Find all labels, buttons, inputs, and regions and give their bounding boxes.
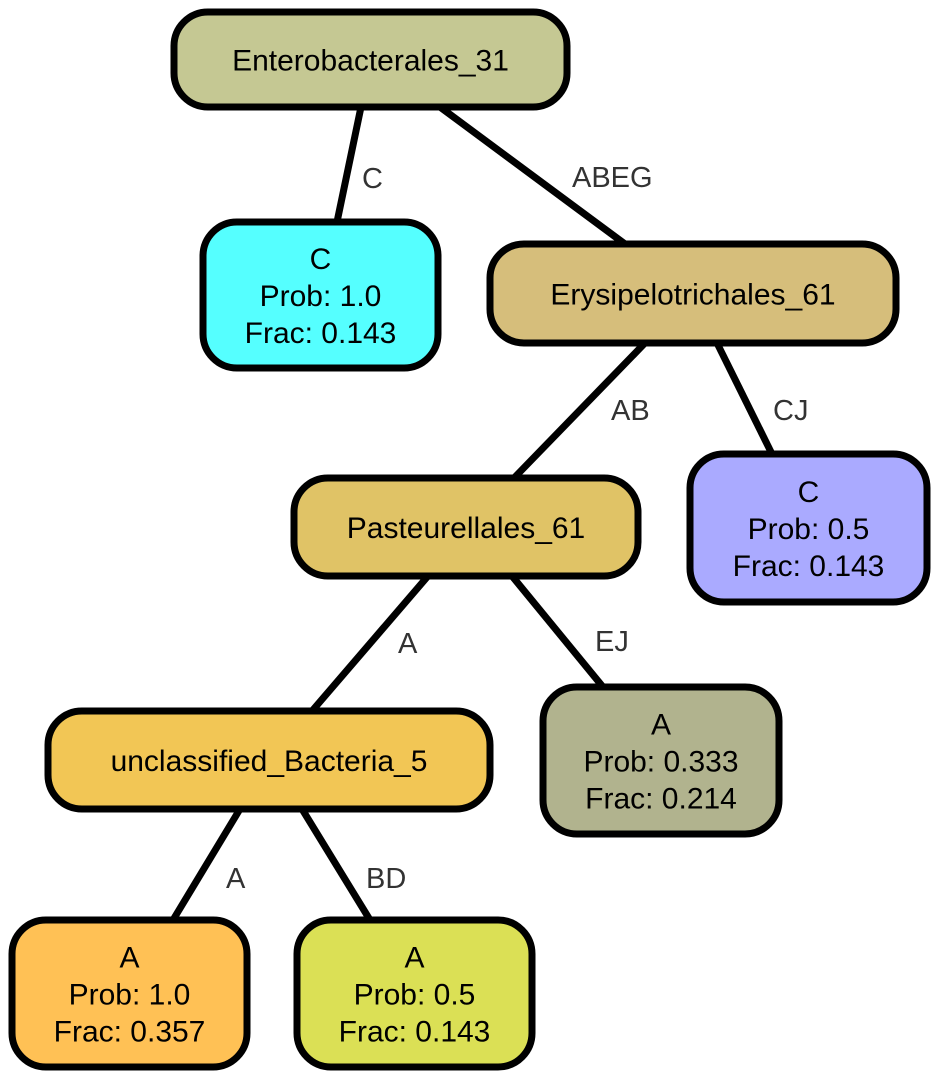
edge-label: BD xyxy=(366,863,406,895)
node-box xyxy=(486,240,900,347)
edge-label: A xyxy=(226,863,246,895)
node-label-line: unclassified_Bacteria_5 xyxy=(111,745,428,778)
tree-edge: A xyxy=(309,573,431,714)
node-box xyxy=(539,683,783,838)
edge-line xyxy=(511,340,648,481)
node-label-line: C xyxy=(310,243,332,276)
tree-edge: AB xyxy=(511,340,650,481)
node-label-line: C xyxy=(798,476,820,509)
node-label-line: Enterobacterales_31 xyxy=(232,45,509,78)
node-label-line: A xyxy=(119,942,139,975)
node-box xyxy=(170,8,571,111)
node-box xyxy=(290,474,642,580)
node-label-line: Pasteurellales_61 xyxy=(347,512,586,545)
taxon-node: unclassified_Bacteria_5 xyxy=(44,707,494,813)
node-label-line: Prob: 1.0 xyxy=(69,979,191,1012)
node-label-line: A xyxy=(404,942,424,975)
node-box xyxy=(686,450,931,606)
leaf-node: C Prob: 0.5 Frac: 0.143 xyxy=(686,450,931,606)
node-box xyxy=(8,916,251,1071)
taxon-node: Pasteurellales_61 xyxy=(290,474,642,580)
node-label-line: Prob: 0.5 xyxy=(354,979,476,1012)
node-box xyxy=(44,707,494,813)
nodes-layer: Enterobacterales_31 C Prob: 1.0 Frac: 0.143… xyxy=(8,8,931,1071)
edge-line xyxy=(170,807,243,922)
node-label-line: Prob: 0.5 xyxy=(748,513,870,546)
edge-label: C xyxy=(362,163,383,195)
node-label-line: Prob: 0.333 xyxy=(583,746,738,779)
taxon-node: Erysipelotrichales_61 xyxy=(486,240,900,347)
edge-label: EJ xyxy=(595,626,629,658)
leaf-node: A Prob: 1.0 Frac: 0.357 xyxy=(8,916,251,1071)
tree-edge: C xyxy=(333,106,383,223)
edge-label: A xyxy=(398,628,418,660)
leaf-node: A Prob: 0.5 Frac: 0.143 xyxy=(293,916,536,1071)
node-label-line: Erysipelotrichales_61 xyxy=(550,279,835,312)
leaf-node: A Prob: 0.333 Frac: 0.214 xyxy=(539,683,783,838)
node-label-line: Frac: 0.214 xyxy=(585,783,737,816)
edge-line xyxy=(299,807,373,922)
leaf-node: C Prob: 1.0 Frac: 0.143 xyxy=(199,218,442,372)
edge-label: ABEG xyxy=(572,162,653,194)
tree-edge: CJ xyxy=(713,341,808,456)
edges-layer: C ABEG AB CJ A EJ A BD xyxy=(170,104,808,922)
edge-line xyxy=(509,573,606,690)
edge-line xyxy=(333,106,365,223)
tree-edge: BD xyxy=(299,807,406,922)
node-label-line: Prob: 1.0 xyxy=(260,280,382,313)
node-label-line: A xyxy=(651,709,671,742)
tree-edge: EJ xyxy=(509,573,629,690)
node-label-line: Frac: 0.143 xyxy=(245,317,397,350)
node-label-line: Frac: 0.143 xyxy=(339,1016,491,1049)
edge-label: CJ xyxy=(773,395,808,427)
node-box xyxy=(293,916,536,1071)
node-label-line: Frac: 0.357 xyxy=(54,1016,206,1049)
node-box xyxy=(199,218,442,372)
tree-edge: ABEG xyxy=(437,104,653,247)
tree-edge: A xyxy=(170,807,246,922)
edge-label: AB xyxy=(611,395,650,427)
edge-line xyxy=(713,341,776,456)
taxon-node: Enterobacterales_31 xyxy=(170,8,571,111)
node-label-line: Frac: 0.143 xyxy=(733,550,885,583)
edge-line xyxy=(309,573,431,714)
edge-line xyxy=(437,104,628,247)
